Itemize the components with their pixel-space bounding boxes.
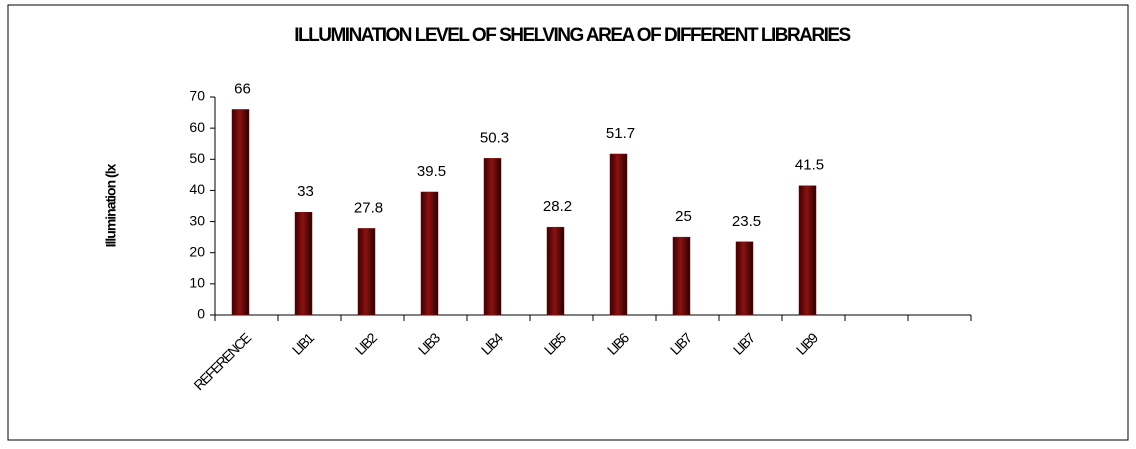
y-tick-label: 40	[189, 181, 205, 197]
frame	[7, 4, 1129, 441]
data-label: 23.5	[732, 213, 761, 230]
data-label: 50.3	[480, 129, 509, 146]
y-tick-label: 0	[197, 306, 205, 322]
data-label: 51.7	[606, 125, 635, 142]
bar	[546, 226, 565, 316]
chart-title: ILLUMINATION LEVEL OF SHELVING AREA OF D…	[294, 25, 850, 46]
y-tick-label: 70	[189, 88, 205, 104]
y-tick-label: 30	[189, 212, 205, 228]
bar	[483, 158, 502, 316]
data-label: 39.5	[417, 163, 446, 180]
bar	[609, 153, 628, 316]
bar	[357, 228, 376, 316]
y-tick-label: 60	[189, 119, 205, 135]
bar	[672, 236, 691, 316]
data-label: 25	[675, 208, 692, 225]
bar	[420, 191, 439, 316]
bar	[294, 211, 313, 316]
y-axis-label: Illumination (lx	[103, 163, 119, 247]
data-label: 27.8	[354, 199, 383, 216]
y-tick-label: 10	[189, 275, 205, 291]
bar	[735, 241, 754, 316]
data-label: 33	[297, 183, 314, 200]
y-tick-label: 20	[189, 243, 205, 259]
data-label: 41.5	[795, 157, 824, 174]
data-label: 28.2	[543, 198, 572, 215]
bar	[798, 185, 817, 316]
bar	[231, 109, 250, 316]
y-tick-label: 50	[189, 150, 205, 166]
data-label: 66	[234, 80, 251, 97]
